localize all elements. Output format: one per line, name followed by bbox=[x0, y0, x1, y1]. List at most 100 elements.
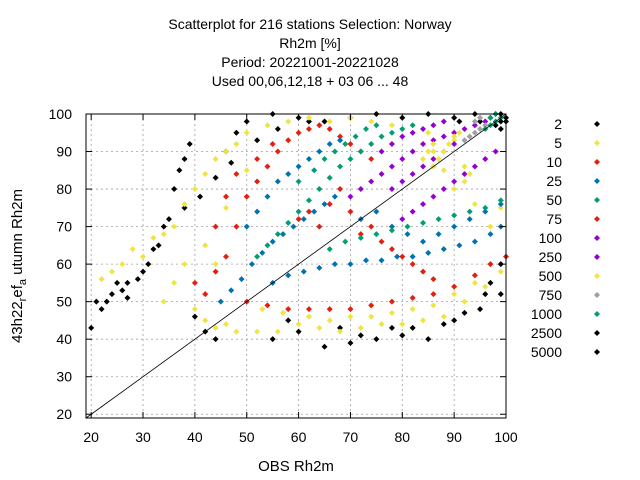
data-point bbox=[451, 137, 458, 144]
data-point bbox=[316, 122, 323, 129]
data-point bbox=[373, 208, 380, 215]
data-point bbox=[451, 291, 458, 298]
x-tick-label: 40 bbox=[187, 429, 203, 445]
data-point bbox=[477, 306, 484, 313]
data-point bbox=[264, 163, 271, 170]
data-point bbox=[461, 309, 468, 316]
data-point bbox=[404, 223, 411, 230]
data-point bbox=[461, 178, 468, 185]
data-point bbox=[285, 137, 292, 144]
data-point bbox=[191, 313, 198, 320]
data-point bbox=[409, 129, 416, 136]
y-tick-label: 30 bbox=[56, 369, 72, 385]
data-point bbox=[150, 246, 157, 253]
data-point bbox=[321, 343, 328, 350]
data-point bbox=[238, 276, 245, 283]
data-point bbox=[264, 302, 271, 309]
y-axis-label: 43h22refa utumn Rh2m bbox=[9, 189, 29, 343]
diagonal-line bbox=[85, 113, 507, 419]
data-point bbox=[316, 148, 323, 155]
axis-ticks: 20 30 40 50 60 70 80 90 100 20 30 40 50 60 70 80 90 100 bbox=[49, 106, 518, 445]
data-point bbox=[347, 313, 354, 320]
data-point bbox=[420, 317, 427, 324]
legend-label: 2500 bbox=[531, 325, 562, 341]
data-point bbox=[140, 253, 147, 260]
data-point bbox=[171, 186, 178, 193]
data-point bbox=[119, 287, 126, 294]
data-point bbox=[440, 246, 447, 253]
data-point bbox=[388, 122, 395, 129]
data-point bbox=[181, 156, 188, 163]
data-point bbox=[482, 283, 489, 290]
data-point bbox=[316, 264, 323, 271]
data-point bbox=[114, 279, 121, 286]
legend-marker bbox=[594, 235, 600, 241]
data-point bbox=[233, 129, 240, 136]
data-point bbox=[435, 231, 442, 238]
data-point bbox=[420, 219, 427, 226]
data-point bbox=[451, 141, 458, 148]
data-point bbox=[212, 324, 219, 331]
data-point bbox=[181, 204, 188, 211]
data-point bbox=[451, 133, 458, 140]
y-tick-label: 20 bbox=[56, 406, 72, 422]
data-point bbox=[440, 167, 447, 174]
data-point bbox=[409, 261, 416, 268]
legend-label: 750 bbox=[539, 287, 563, 303]
data-point bbox=[368, 156, 375, 163]
data-point bbox=[456, 118, 463, 125]
data-point bbox=[378, 257, 385, 264]
data-point bbox=[430, 122, 437, 129]
data-point bbox=[280, 309, 287, 316]
data-point bbox=[471, 272, 478, 279]
data-point bbox=[171, 223, 178, 230]
data-point bbox=[300, 216, 307, 223]
data-point bbox=[300, 268, 307, 275]
data-point bbox=[420, 163, 427, 170]
data-point bbox=[466, 171, 473, 178]
data-point bbox=[451, 223, 458, 230]
data-point bbox=[223, 253, 229, 260]
data-point bbox=[471, 279, 478, 286]
data-point bbox=[378, 321, 385, 328]
data-point bbox=[295, 178, 302, 185]
data-point bbox=[264, 242, 271, 249]
y-tick-label: 80 bbox=[56, 181, 72, 197]
data-point bbox=[181, 261, 188, 268]
data-point bbox=[223, 193, 229, 200]
data-point bbox=[269, 238, 276, 245]
data-point bbox=[388, 163, 395, 170]
data-point bbox=[347, 193, 354, 200]
data-point bbox=[466, 216, 473, 223]
data-point bbox=[420, 238, 427, 245]
legend-label: 2 bbox=[554, 116, 562, 132]
data-point bbox=[466, 208, 473, 215]
chart-title-line-1: Scatterplot for 216 stations Selection: … bbox=[168, 16, 452, 32]
legend-marker bbox=[594, 140, 600, 146]
data-point bbox=[285, 306, 292, 313]
data-point bbox=[471, 163, 478, 170]
y-tick-label: 50 bbox=[56, 294, 72, 310]
data-point bbox=[399, 216, 406, 223]
data-point bbox=[378, 148, 385, 155]
data-point bbox=[368, 223, 375, 230]
data-point bbox=[290, 223, 297, 230]
legend-label: 25 bbox=[546, 173, 562, 189]
data-point bbox=[243, 193, 250, 200]
x-tick-label: 60 bbox=[291, 429, 307, 445]
data-point bbox=[337, 137, 344, 144]
data-point bbox=[409, 294, 416, 301]
data-point bbox=[326, 246, 333, 253]
data-point bbox=[461, 137, 468, 144]
data-point bbox=[305, 114, 312, 121]
data-point bbox=[223, 148, 229, 155]
data-point bbox=[347, 339, 354, 346]
data-point bbox=[212, 261, 219, 268]
data-point bbox=[108, 291, 115, 298]
data-point bbox=[305, 118, 312, 125]
data-point bbox=[321, 201, 328, 208]
data-point bbox=[430, 156, 437, 163]
data-point bbox=[399, 321, 406, 328]
y-tick-label: 40 bbox=[56, 331, 72, 347]
data-point bbox=[420, 126, 427, 133]
